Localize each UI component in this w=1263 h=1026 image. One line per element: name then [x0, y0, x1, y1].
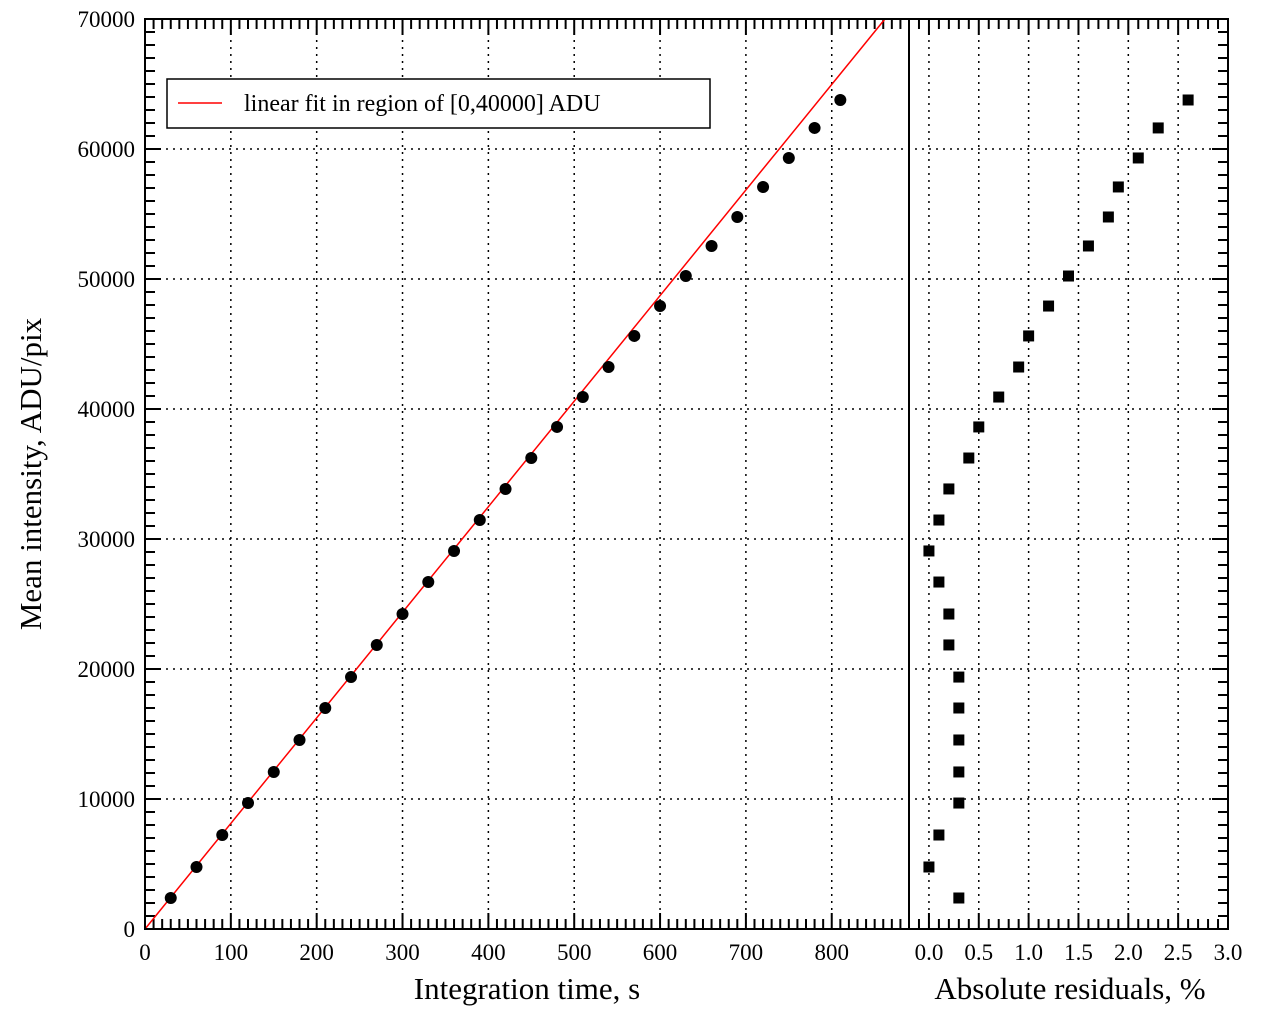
data-point	[679, 270, 692, 283]
residual-point	[1152, 122, 1164, 134]
data-point	[448, 544, 461, 557]
residual-point	[923, 861, 935, 873]
data-point	[731, 210, 744, 223]
residual-point	[1102, 211, 1114, 223]
grid	[145, 19, 1228, 929]
x-tick-label: 600	[643, 940, 678, 965]
residual-point	[1082, 240, 1094, 252]
plot-frame	[144, 18, 1229, 930]
data-point	[525, 452, 538, 465]
residual-point	[1112, 181, 1124, 193]
x-tick-label: 0	[139, 940, 151, 965]
x-tick-label-residual: 0.5	[964, 940, 993, 965]
residual-point	[1182, 94, 1194, 106]
residual-point	[933, 514, 945, 526]
y-tick-label: 30000	[78, 527, 136, 552]
legend-label: linear fit in region of [0,40000] ADU	[244, 91, 601, 117]
data-point	[576, 391, 589, 404]
y-tick-label: 60000	[78, 137, 136, 162]
residual-point	[1063, 270, 1074, 282]
x-tick-label-residual: 2.0	[1114, 940, 1143, 965]
data-point	[757, 180, 770, 193]
x-tick-label-residual: 1.5	[1064, 940, 1093, 965]
residual-point	[933, 829, 945, 841]
fit-line	[144, 18, 886, 930]
data-point	[808, 121, 821, 134]
data-point	[834, 93, 847, 106]
data-point	[293, 733, 306, 746]
residual-point	[1132, 152, 1144, 164]
x-tick-label: 700	[729, 940, 764, 965]
y-tick-label: 70000	[78, 7, 136, 32]
residual-point	[953, 671, 965, 683]
data-point	[242, 797, 255, 810]
x-axis-label-main: Integration time, s	[414, 971, 640, 1006]
y-tick-label: 20000	[78, 657, 136, 682]
data-point	[216, 829, 229, 842]
x-tick-label: 300	[385, 940, 420, 965]
y-axis-label: Mean intensity, ADU/pix	[13, 317, 48, 630]
y-tick-label: 10000	[78, 787, 136, 812]
residual-point	[923, 545, 935, 557]
x-axis-label-residuals: Absolute residuals, %	[934, 971, 1205, 1006]
data-point	[422, 576, 435, 589]
data-marks	[144, 18, 1194, 930]
data-point	[551, 420, 564, 433]
x-tick-label: 800	[814, 940, 849, 965]
x-tick-label: 200	[299, 940, 334, 965]
x-tick-label: 400	[471, 940, 506, 965]
data-point	[370, 638, 383, 651]
residual-point	[1023, 330, 1035, 342]
x-tick-label: 100	[214, 940, 249, 965]
residual-point	[943, 608, 955, 620]
residual-point	[953, 892, 965, 904]
residual-point	[933, 576, 945, 588]
x-tick-label-residual: 1.0	[1014, 940, 1043, 965]
legend: linear fit in region of [0,40000] ADU	[166, 78, 711, 129]
data-point	[705, 239, 718, 252]
residual-point	[953, 766, 965, 778]
legend-box	[166, 78, 711, 129]
data-point	[190, 860, 203, 873]
data-point	[782, 151, 795, 164]
y-tick-label: 40000	[78, 397, 136, 422]
residual-point	[963, 452, 975, 464]
x-tick-label-residual: 0.0	[915, 940, 944, 965]
data-point	[602, 361, 615, 374]
residual-point	[1013, 361, 1025, 373]
residual-point	[953, 734, 965, 746]
data-point	[319, 702, 332, 714]
residual-point	[943, 483, 955, 495]
x-tick-label-residual: 3.0	[1214, 940, 1243, 965]
data-point	[654, 300, 667, 313]
residual-point	[1043, 300, 1055, 312]
residual-point	[953, 797, 965, 809]
x-tick-label-residual: 2.5	[1164, 940, 1193, 965]
data-point	[396, 608, 409, 621]
data-point	[164, 891, 177, 904]
data-point	[267, 765, 280, 778]
data-point	[345, 671, 358, 684]
y-tick-label: 0	[124, 917, 136, 942]
residual-point	[953, 702, 965, 714]
y-tick-label: 50000	[78, 267, 136, 292]
data-point	[628, 329, 641, 342]
residual-point	[973, 421, 985, 433]
ticks	[144, 18, 1229, 930]
data-point	[473, 514, 486, 527]
residual-point	[943, 639, 955, 651]
residual-point	[993, 391, 1005, 403]
tick-labels: 0 10000 20000 30000 40000 50000 60000 70000 0 100…	[78, 7, 1243, 965]
data-point	[499, 482, 512, 495]
x-tick-label: 500	[557, 940, 592, 965]
